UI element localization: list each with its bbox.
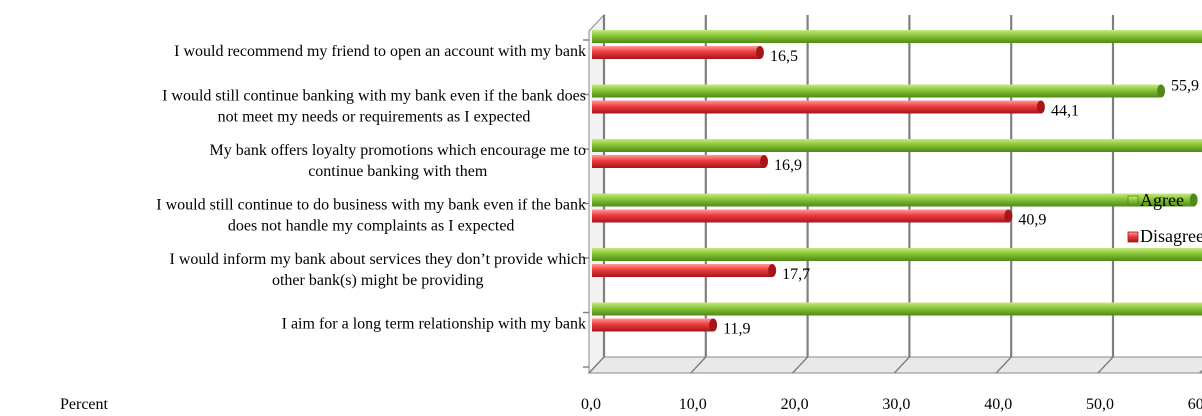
category-label: My bank offers loyalty promotions which … xyxy=(209,142,586,159)
grid-lines xyxy=(583,15,1202,374)
bar-agree xyxy=(592,248,1202,261)
category-labels: I would recommend my friend to open an a… xyxy=(156,43,586,333)
x-tick-label: 40,0 xyxy=(984,396,1012,413)
bar-agree xyxy=(592,139,1202,152)
value-label-disagree: 16,9 xyxy=(774,157,802,174)
bar-disagree-cap xyxy=(760,155,769,168)
x-tick-label: 60,0 xyxy=(1188,396,1202,413)
value-label-agree: 55,9 xyxy=(1171,78,1199,95)
x-tick-labels: 0,010,020,030,040,050,060,070,080,090,0 xyxy=(581,396,1202,413)
category-label: other bank(s) might be providing xyxy=(272,272,484,289)
category-label: does not handle my complaints as I expec… xyxy=(228,218,515,235)
legend-label-disagree: Disagree xyxy=(1140,226,1202,246)
legend-swatch-disagree xyxy=(1127,231,1139,243)
bar-disagree xyxy=(592,318,718,332)
bar-agree-cap xyxy=(1189,193,1198,207)
bar-agree-front xyxy=(592,193,1194,207)
x-tick-label: 30,0 xyxy=(882,396,910,413)
grid-floor-line xyxy=(588,356,605,374)
bar-disagree-front xyxy=(592,264,773,277)
value-label-disagree: 40,9 xyxy=(1018,212,1046,229)
value-label-disagree: 11,9 xyxy=(723,321,750,338)
bar-agree-front xyxy=(592,30,1202,43)
category-label: I would inform my bank about services th… xyxy=(169,251,586,268)
bar-disagree xyxy=(592,264,777,277)
x-tick-label: 10,0 xyxy=(679,396,707,413)
bar-disagree-front xyxy=(592,155,765,168)
bar-agree-front xyxy=(592,139,1202,152)
grid-floor-line xyxy=(690,356,707,374)
category-label: I would still continue to do business wi… xyxy=(156,197,586,214)
grid-floor-line xyxy=(893,356,910,374)
x-tick-label: 50,0 xyxy=(1086,396,1114,413)
legend-swatch-agree xyxy=(1127,195,1139,207)
bar-disagree xyxy=(592,155,769,168)
grid-floor-line xyxy=(995,356,1012,374)
grid-floor-line xyxy=(792,356,809,374)
category-label: I aim for a long term relationship with … xyxy=(282,316,586,333)
bar-disagree-front xyxy=(592,209,1009,223)
value-label-disagree: 44,1 xyxy=(1051,103,1079,120)
category-label: not meet my needs or requirements as I e… xyxy=(218,109,531,126)
bar-disagree-cap xyxy=(768,264,777,277)
bar-agree xyxy=(592,193,1198,207)
bar-disagree xyxy=(592,209,1013,223)
bar-agree-front xyxy=(592,302,1202,316)
x-tick-label: 0,0 xyxy=(581,396,601,413)
value-label-disagree: 16,5 xyxy=(770,48,798,65)
value-label-disagree: 17,7 xyxy=(782,266,810,283)
category-label: I would still continue banking with my b… xyxy=(162,88,586,105)
bars xyxy=(592,30,1202,332)
bar-disagree xyxy=(592,100,1045,114)
bar-disagree-cap xyxy=(709,318,718,332)
legend-label-agree: Agree xyxy=(1140,190,1184,210)
bar-agree-front xyxy=(592,84,1162,98)
bar-disagree-cap xyxy=(1036,100,1045,114)
x-axis-title: Percent xyxy=(60,396,109,413)
value-labels: 83,516,555,944,183,116,959,140,982,317,7… xyxy=(723,48,1199,338)
bar-disagree-front xyxy=(592,318,714,332)
bar-disagree-front xyxy=(592,46,760,59)
category-label: I would recommend my friend to open an a… xyxy=(174,43,586,60)
bar-agree-front xyxy=(592,248,1202,261)
x-tick-label: 20,0 xyxy=(781,396,809,413)
bar-disagree xyxy=(592,46,764,59)
bar-agree xyxy=(592,84,1166,98)
legend: Agree Disagree xyxy=(1127,190,1202,246)
bar-disagree-cap xyxy=(1004,209,1013,223)
bar-disagree-cap xyxy=(755,46,764,59)
grid-floor-line xyxy=(1097,356,1114,374)
bar-agree xyxy=(592,30,1202,43)
bar-agree xyxy=(592,302,1202,316)
bar-disagree-front xyxy=(592,100,1041,114)
bar-agree-cap xyxy=(1157,84,1166,98)
category-label: continue banking with them xyxy=(308,163,488,180)
